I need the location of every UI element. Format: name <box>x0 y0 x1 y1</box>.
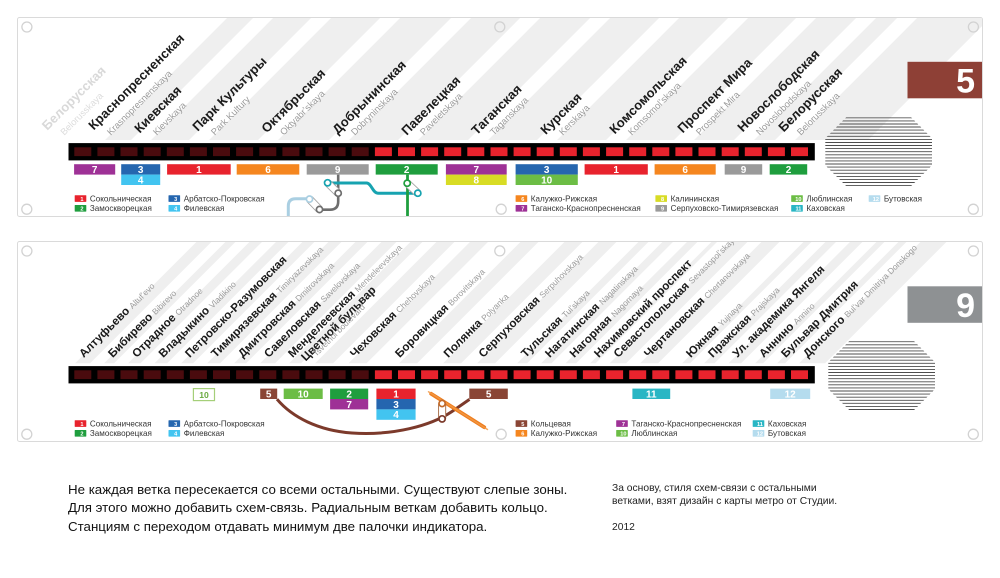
svg-text:4: 4 <box>138 175 144 186</box>
svg-text:Филевская: Филевская <box>184 204 225 213</box>
svg-text:Бутовская: Бутовская <box>884 195 922 204</box>
svg-text:Филевская: Филевская <box>184 429 225 438</box>
svg-text:3: 3 <box>544 165 550 176</box>
svg-text:Люблинская: Люблинская <box>631 429 677 438</box>
svg-text:7: 7 <box>521 207 524 213</box>
svg-text:3: 3 <box>174 197 177 203</box>
svg-text:1: 1 <box>613 165 619 176</box>
svg-text:5: 5 <box>956 63 975 101</box>
svg-text:10: 10 <box>795 197 801 203</box>
svg-text:Люблинская: Люблинская <box>806 195 852 204</box>
svg-text:7: 7 <box>622 422 625 428</box>
svg-text:Бутовская: Бутовская <box>768 429 806 438</box>
svg-text:2: 2 <box>786 165 792 176</box>
svg-text:1: 1 <box>196 165 202 176</box>
svg-text:3: 3 <box>138 165 144 176</box>
svg-text:Калининская: Калининская <box>671 195 720 204</box>
svg-text:7: 7 <box>474 165 480 176</box>
svg-text:Таганско-Краснопресненская: Таганско-Краснопресненская <box>631 420 741 429</box>
svg-text:12: 12 <box>785 389 797 400</box>
svg-text:Калужко-Рижская: Калужко-Рижская <box>531 429 597 438</box>
svg-text:12: 12 <box>873 197 879 203</box>
svg-text:Арбатско-Покровская: Арбатско-Покровская <box>184 195 265 204</box>
svg-text:11: 11 <box>757 422 763 428</box>
svg-text:2: 2 <box>80 207 83 213</box>
svg-text:10: 10 <box>541 175 553 186</box>
svg-text:10: 10 <box>620 432 626 438</box>
svg-text:7: 7 <box>346 400 352 411</box>
svg-text:1: 1 <box>80 422 83 428</box>
svg-text:11: 11 <box>795 207 801 213</box>
svg-text:4: 4 <box>393 410 399 421</box>
svg-text:Каховская: Каховская <box>806 204 845 213</box>
svg-text:6: 6 <box>682 165 688 176</box>
svg-text:Сокольническая: Сокольническая <box>90 195 152 204</box>
svg-text:11: 11 <box>646 389 657 400</box>
svg-text:8: 8 <box>661 197 664 203</box>
svg-text:5: 5 <box>486 389 492 400</box>
svg-text:6: 6 <box>265 165 271 176</box>
svg-text:3: 3 <box>174 422 177 428</box>
svg-text:6: 6 <box>521 197 524 203</box>
svg-text:Калужко-Рижская: Калужко-Рижская <box>531 195 597 204</box>
svg-text:6: 6 <box>521 432 524 438</box>
svg-text:9: 9 <box>661 207 664 213</box>
svg-text:2: 2 <box>80 432 83 438</box>
svg-text:9: 9 <box>741 165 747 176</box>
svg-text:3: 3 <box>393 400 399 411</box>
svg-text:10: 10 <box>298 389 310 400</box>
svg-text:2: 2 <box>404 165 410 176</box>
svg-text:12: 12 <box>757 432 763 438</box>
svg-text:5: 5 <box>521 422 524 428</box>
svg-text:2: 2 <box>346 389 352 400</box>
svg-text:9: 9 <box>956 287 975 325</box>
svg-text:8: 8 <box>474 175 480 186</box>
svg-text:4: 4 <box>174 207 178 213</box>
svg-text:5: 5 <box>266 389 272 400</box>
svg-text:Замоскворецкая: Замоскворецкая <box>90 204 152 213</box>
svg-text:Кольцевая: Кольцевая <box>531 420 571 429</box>
svg-text:4: 4 <box>174 432 178 438</box>
svg-text:Таганско-Краснопресненская: Таганско-Краснопресненская <box>531 204 641 213</box>
svg-text:10: 10 <box>199 390 209 400</box>
svg-text:7: 7 <box>92 165 98 176</box>
svg-text:Серпуховско-Тимирязевская: Серпуховско-Тимирязевская <box>671 204 779 213</box>
svg-text:1: 1 <box>80 197 83 203</box>
svg-text:Каховская: Каховская <box>768 420 807 429</box>
svg-text:1: 1 <box>393 389 399 400</box>
svg-text:9: 9 <box>335 165 341 176</box>
svg-text:Сокольническая: Сокольническая <box>90 420 152 429</box>
svg-text:Арбатско-Покровская: Арбатско-Покровская <box>184 420 265 429</box>
svg-text:Замоскворецкая: Замоскворецкая <box>90 429 152 438</box>
